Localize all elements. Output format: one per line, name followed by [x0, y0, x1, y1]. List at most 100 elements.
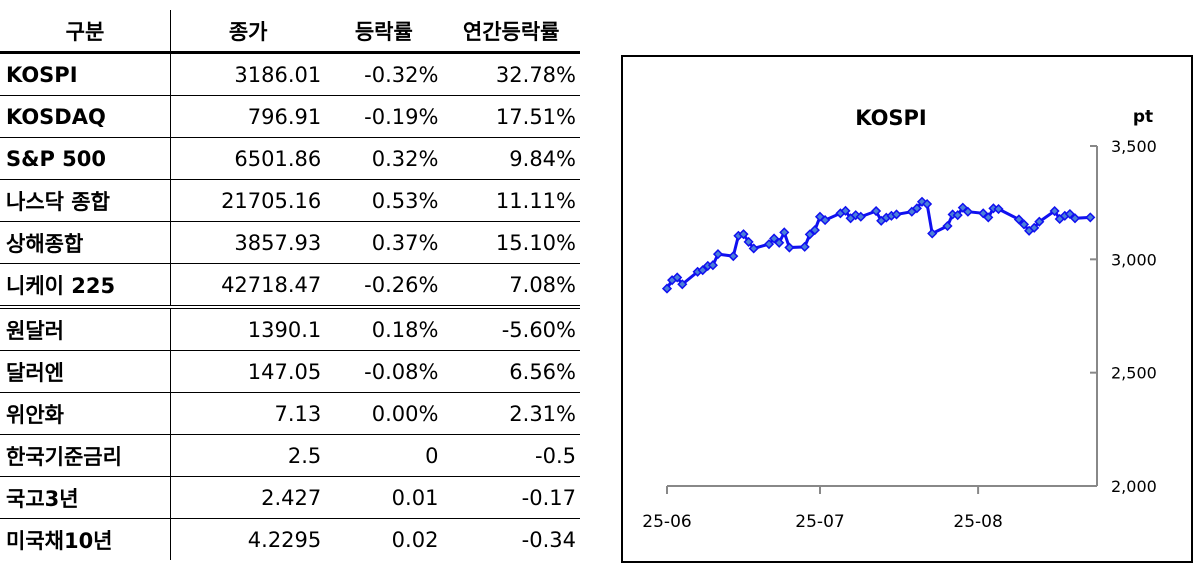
data-point-marker	[927, 228, 938, 239]
close-value: 6501.86	[170, 137, 326, 180]
data-point-marker	[962, 206, 973, 217]
data-point-marker	[871, 205, 882, 217]
ytd-change-value: 7.08%	[442, 263, 580, 309]
table-row: 원달러 1390.1 0.18% -5.60%	[0, 307, 580, 351]
data-point-marker	[728, 251, 739, 262]
data-point-marker	[952, 210, 963, 221]
row-name: 달러엔	[0, 350, 171, 393]
data-point-marker	[911, 203, 922, 214]
data-point-marker	[840, 205, 851, 216]
data-point-marker	[763, 239, 775, 250]
table-row: 니케이 225 42718.47 -0.26% 7.08%	[0, 263, 580, 309]
change-value: -0.08%	[325, 350, 443, 393]
data-point-marker	[672, 272, 683, 283]
header-ytd-change: 연간등락률	[442, 10, 580, 54]
data-point-marker	[784, 242, 795, 253]
row-name: KOSDAQ	[0, 95, 171, 138]
change-value: 0.32%	[325, 137, 443, 180]
data-point-marker	[922, 198, 933, 210]
change-value: -0.26%	[325, 263, 443, 309]
data-point-marker	[1018, 219, 1030, 230]
chart-title: KOSPI	[855, 106, 927, 130]
data-point-marker	[799, 241, 810, 252]
row-name: 원달러	[0, 307, 171, 351]
change-value: 0.37%	[325, 221, 443, 264]
table-row: 국고3년 2.427 0.01 -0.17	[0, 476, 580, 519]
row-name: 니케이 225	[0, 263, 171, 309]
close-value: 7.13	[170, 392, 326, 435]
data-point-marker	[1034, 216, 1045, 227]
x-tick-label: 25-06	[642, 512, 691, 532]
close-value: 4.2295	[247, 527, 322, 552]
data-point-marker	[942, 220, 953, 232]
change-value: 0	[325, 434, 443, 477]
close-value: 21705.16	[170, 179, 326, 222]
y-tick-label: 3,500	[1111, 137, 1157, 156]
table-header-row: 구분 종가 등락률 연간등락률	[0, 10, 580, 54]
ytd-change-value: 9.84%	[442, 137, 580, 180]
kospi-chart-svg: KOSPI pt 2,000 2,500 3,000 3,500 25-06 25-07 25-…	[642, 106, 1157, 532]
kospi-series-line	[665, 199, 1091, 290]
change-value: 0.00%	[325, 392, 443, 435]
row-name: 상해종합	[0, 221, 171, 264]
ytd-change-value: 11.11%	[442, 179, 580, 222]
change-value: 0.01	[325, 476, 443, 519]
change-value: 0.53%	[325, 179, 443, 222]
data-point-marker	[855, 211, 866, 222]
data-point-marker	[697, 265, 708, 276]
data-point-marker	[804, 229, 815, 240]
header-category: 구분	[0, 10, 171, 54]
ytd-change-value: 2.31%	[442, 392, 580, 435]
change-value: -0.32%	[325, 52, 443, 96]
y-tick-label: 2,000	[1111, 477, 1157, 496]
ytd-change-value: -0.34	[521, 527, 576, 552]
close-value: 2.427	[170, 476, 326, 519]
data-point-marker	[779, 227, 790, 238]
ytd-change-value: 32.78%	[442, 52, 580, 96]
data-point-marker	[1029, 222, 1040, 233]
row-name: 위안화	[0, 392, 171, 435]
data-point-marker	[993, 203, 1004, 215]
table-row: 나스닥 종합 21705.16 0.53% 11.11%	[0, 179, 580, 222]
market-summary-table: 구분 종가 등락률 연간등락률 KOSPI 3186.01 -0.32% 32.78%…	[0, 10, 580, 560]
table-row: 상해종합 3857.93 0.37% 15.10%	[0, 221, 580, 264]
row-name: 국고3년	[0, 476, 171, 519]
y-tick-label: 3,000	[1111, 250, 1157, 269]
data-point-marker	[738, 229, 749, 240]
table-row: 달러엔 147.05 -0.08% 6.56%	[0, 350, 580, 393]
data-point-marker	[707, 260, 718, 271]
close-value: 796.91	[170, 95, 326, 138]
header-change: 등락률	[325, 10, 443, 54]
close-value: 1390.1	[170, 307, 326, 351]
close-value: 42718.47	[170, 263, 326, 309]
data-point-marker	[774, 237, 785, 248]
table-row: 위안화 7.13 0.00% 2.31%	[0, 392, 580, 435]
close-value: 3186.01	[170, 52, 326, 96]
x-tick-label: 25-07	[795, 512, 844, 532]
y-tick-label: 2,500	[1111, 364, 1157, 383]
row-name: 미국채10년	[0, 518, 171, 560]
data-point-marker	[820, 215, 831, 226]
data-point-marker	[1013, 214, 1024, 225]
close-value: 3857.93	[170, 221, 326, 264]
x-tick-label: 25-08	[953, 512, 1002, 532]
y-axis-unit: pt	[1133, 107, 1153, 127]
kospi-chart: KOSPI pt 2,000 2,500 3,000 3,500 25-06 25-07 25-…	[621, 55, 1193, 563]
table-row: KOSPI 3186.01 -0.32% 32.78%	[0, 52, 580, 96]
data-point-marker	[983, 212, 994, 223]
data-point-marker	[891, 209, 902, 220]
ytd-change-value: 15.10%	[442, 221, 580, 264]
data-point-marker	[661, 283, 673, 294]
table-row: 한국기준금리 2.5 0 -0.5	[0, 434, 580, 477]
row-name: S&P 500	[0, 137, 171, 180]
ytd-change-value: -0.5	[442, 434, 580, 477]
change-value: -0.19%	[325, 95, 443, 138]
data-point-marker	[978, 208, 989, 219]
table-row: 미국채10년 4.2295 0.02 -0.34	[0, 518, 580, 560]
data-point-marker	[809, 225, 820, 236]
data-point-marker	[957, 202, 968, 213]
row-name: KOSPI	[0, 52, 171, 96]
row-name: 나스닥 종합	[0, 179, 171, 222]
close-value: 2.5	[170, 434, 326, 477]
data-point-marker	[712, 249, 724, 260]
